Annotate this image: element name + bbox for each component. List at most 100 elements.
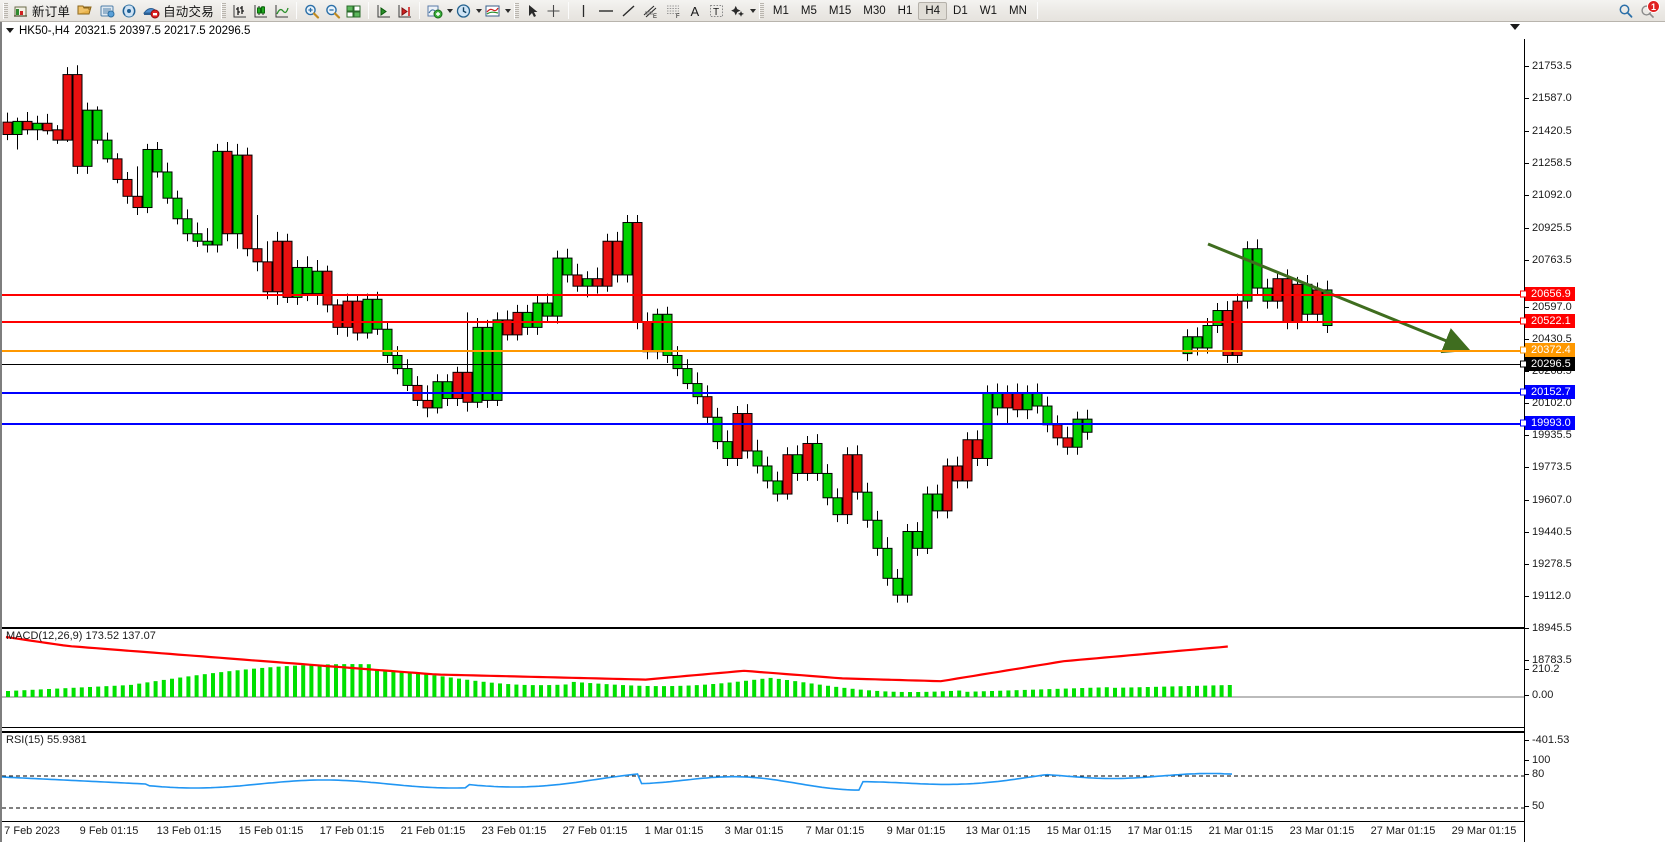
toolbar-separator-1 xyxy=(295,2,297,19)
auto-scroll-button[interactable] xyxy=(394,1,415,21)
rsi-pane[interactable]: RSI(15) 55.9381 xyxy=(2,731,1526,821)
toolbar-grip-3[interactable] xyxy=(513,2,519,19)
timeframe-h1[interactable]: H1 xyxy=(897,4,913,17)
open-data-folder-button[interactable] xyxy=(74,1,96,21)
toolbar-grip-4[interactable] xyxy=(758,2,764,19)
line-chart-button[interactable] xyxy=(271,1,292,21)
chart-window[interactable]: HK50-,H4 20321.5 20397.5 20217.5 20296.5… xyxy=(0,22,1665,842)
price-badge-resistance[interactable]: 20656.9 xyxy=(1520,287,1575,301)
price-tick: 20102.0 xyxy=(1525,397,1572,409)
chart-menu-caret-icon[interactable] xyxy=(6,28,14,33)
pivot-line-20372[interactable] xyxy=(2,350,1526,352)
time-label: 17 Mar 01:15 xyxy=(1127,825,1193,837)
fibonacci-button[interactable]: F xyxy=(662,1,685,21)
price-tick: 20597.0 xyxy=(1525,301,1572,313)
add-indicator-caret-icon[interactable] xyxy=(446,8,453,13)
price-tick: 19278.5 xyxy=(1525,558,1572,570)
time-label: 9 Mar 01:15 xyxy=(886,825,946,837)
toolbar-separator-4 xyxy=(567,2,569,19)
chart-scroll-caret-icon[interactable] xyxy=(1510,24,1520,30)
timeframe-d1[interactable]: D1 xyxy=(953,4,968,17)
notification-count-badge: 1 xyxy=(1647,0,1660,13)
time-label: 27 Mar 01:15 xyxy=(1370,825,1436,837)
chart-symbol-label: HK50-,H4 xyxy=(19,24,70,37)
price-tick: 20925.5 xyxy=(1525,222,1572,234)
price-badge-support[interactable]: 20152.7 xyxy=(1520,385,1575,399)
period-caret-icon[interactable] xyxy=(475,8,482,13)
notifications-button[interactable]: 1 xyxy=(1637,0,1660,21)
timeframe-m5[interactable]: M5 xyxy=(800,4,817,17)
vertical-line-button[interactable] xyxy=(573,1,594,21)
timeframe-mn[interactable]: MN xyxy=(1009,4,1027,17)
time-axis-corner xyxy=(1524,821,1665,842)
signals-button[interactable] xyxy=(118,1,140,21)
support-line-19993[interactable] xyxy=(2,423,1526,425)
timeframe-m1[interactable]: M1 xyxy=(772,4,789,17)
crosshair-button[interactable] xyxy=(543,1,564,21)
svg-text:T: T xyxy=(713,7,719,18)
zoom-in-icon xyxy=(305,4,320,19)
price-scale[interactable]: 21753.5 21587.0 21420.5 21258.5 21092.0 20925… xyxy=(1520,39,1665,842)
text-button[interactable]: A xyxy=(685,1,706,21)
current-price-line xyxy=(2,364,1526,365)
price-tick: 20763.5 xyxy=(1525,254,1572,266)
support-line-20152[interactable] xyxy=(2,392,1526,394)
price-pane[interactable] xyxy=(2,39,1526,627)
bar-chart-button[interactable] xyxy=(229,1,250,21)
macd-label: MACD(12,26,9) 173.52 137.07 xyxy=(6,630,156,642)
macd-pane[interactable]: MACD(12,26,9) 173.52 137.07 xyxy=(2,627,1526,728)
main-toolbar: 新订单 自动交易 xyxy=(0,0,1665,22)
templates-button[interactable] xyxy=(482,1,503,21)
time-label: 9 Feb 01:15 xyxy=(79,825,139,837)
price-tick: 21587.0 xyxy=(1525,92,1572,104)
toolbar-grip[interactable] xyxy=(3,2,8,19)
shapes-icon xyxy=(731,5,744,17)
terminal-icon xyxy=(100,5,115,17)
zoom-out-button[interactable] xyxy=(322,1,343,21)
autotrading-button[interactable]: 自动交易 xyxy=(140,1,218,21)
zoom-in-button[interactable] xyxy=(301,1,322,21)
terminal-button[interactable] xyxy=(96,1,118,21)
timeframe-m15[interactable]: M15 xyxy=(828,4,852,17)
horizontal-line-button[interactable] xyxy=(594,1,618,21)
timeframe-h4[interactable]: H4 xyxy=(918,1,948,20)
text-icon: A xyxy=(690,4,699,19)
period-button[interactable] xyxy=(453,1,474,21)
folder-icon xyxy=(77,5,92,14)
time-label: 15 Mar 01:15 xyxy=(1046,825,1112,837)
time-label: 21 Feb 01:15 xyxy=(400,825,466,837)
shapes-caret-icon[interactable] xyxy=(749,8,756,13)
price-tick: 19112.0 xyxy=(1525,590,1571,602)
trendline-icon xyxy=(622,4,635,17)
price-badge-resistance[interactable]: 20522.1 xyxy=(1520,314,1575,328)
timeframe-w1[interactable]: W1 xyxy=(979,4,997,17)
shapes-button[interactable] xyxy=(727,1,748,21)
toolbar-grip-2[interactable] xyxy=(220,2,226,19)
text-label-icon: T xyxy=(709,4,723,18)
price-badge-support[interactable]: 19993.0 xyxy=(1520,416,1575,430)
candlestick-chart-button[interactable] xyxy=(250,1,271,21)
resistance-line-20656[interactable] xyxy=(2,294,1526,296)
chart-shift-button[interactable] xyxy=(373,1,394,21)
timeframe-m30[interactable]: M30 xyxy=(863,4,886,17)
tile-windows-button[interactable] xyxy=(343,1,364,21)
add-indicator-button[interactable] xyxy=(424,1,445,21)
new-order-button[interactable]: 新订单 xyxy=(11,1,74,21)
trendline-button[interactable] xyxy=(618,1,639,21)
resistance-line-20522[interactable] xyxy=(2,321,1526,323)
templates-caret-icon[interactable] xyxy=(504,8,511,13)
text-label-button[interactable]: T xyxy=(706,1,727,21)
time-label: 13 Mar 01:15 xyxy=(965,825,1031,837)
cursor-button[interactable] xyxy=(522,1,543,21)
price-badge-pivot[interactable]: 20372.4 xyxy=(1520,343,1575,357)
macd-tick: 0.00 xyxy=(1525,689,1553,701)
bar-chart-icon xyxy=(233,4,246,17)
search-button[interactable] xyxy=(1615,1,1637,21)
price-tick: 19440.5 xyxy=(1525,526,1572,538)
add-indicator-icon xyxy=(427,5,443,18)
time-label: 17 Feb 01:15 xyxy=(319,825,385,837)
new-order-icon xyxy=(14,6,27,17)
price-badge-current-price[interactable]: 20296.5 xyxy=(1520,357,1575,371)
time-label: 21 Mar 01:15 xyxy=(1208,825,1274,837)
equidistant-channel-button[interactable]: E xyxy=(639,1,662,21)
